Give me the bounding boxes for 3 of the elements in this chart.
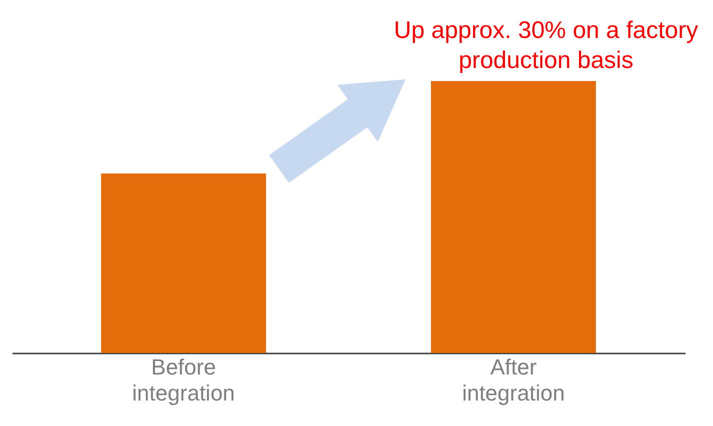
text: Up approx. 30% on a factory production basis [394,17,698,74]
x-tick-label: After integration [462,354,565,406]
x-tick-label: Before integration [132,354,235,406]
